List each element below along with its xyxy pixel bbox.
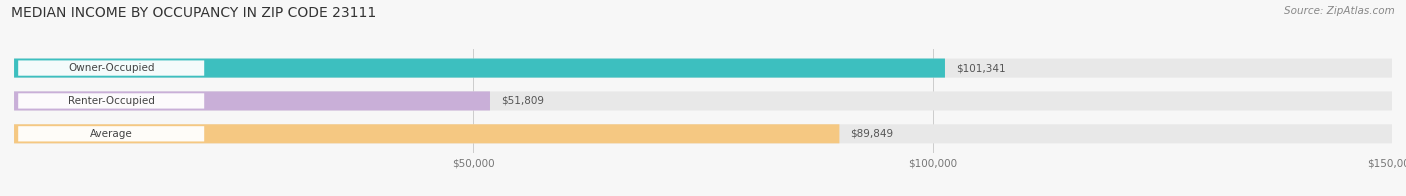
FancyBboxPatch shape bbox=[18, 60, 204, 76]
Text: Owner-Occupied: Owner-Occupied bbox=[67, 63, 155, 73]
Text: $51,809: $51,809 bbox=[501, 96, 544, 106]
Text: $101,341: $101,341 bbox=[956, 63, 1005, 73]
Text: Average: Average bbox=[90, 129, 132, 139]
FancyBboxPatch shape bbox=[14, 91, 489, 111]
Text: Renter-Occupied: Renter-Occupied bbox=[67, 96, 155, 106]
FancyBboxPatch shape bbox=[18, 93, 204, 109]
FancyBboxPatch shape bbox=[14, 124, 839, 143]
Text: MEDIAN INCOME BY OCCUPANCY IN ZIP CODE 23111: MEDIAN INCOME BY OCCUPANCY IN ZIP CODE 2… bbox=[11, 6, 377, 20]
Text: Source: ZipAtlas.com: Source: ZipAtlas.com bbox=[1284, 6, 1395, 16]
FancyBboxPatch shape bbox=[14, 124, 1392, 143]
FancyBboxPatch shape bbox=[14, 59, 945, 78]
Text: $89,849: $89,849 bbox=[851, 129, 894, 139]
FancyBboxPatch shape bbox=[14, 59, 1392, 78]
FancyBboxPatch shape bbox=[14, 91, 1392, 111]
FancyBboxPatch shape bbox=[18, 126, 204, 142]
